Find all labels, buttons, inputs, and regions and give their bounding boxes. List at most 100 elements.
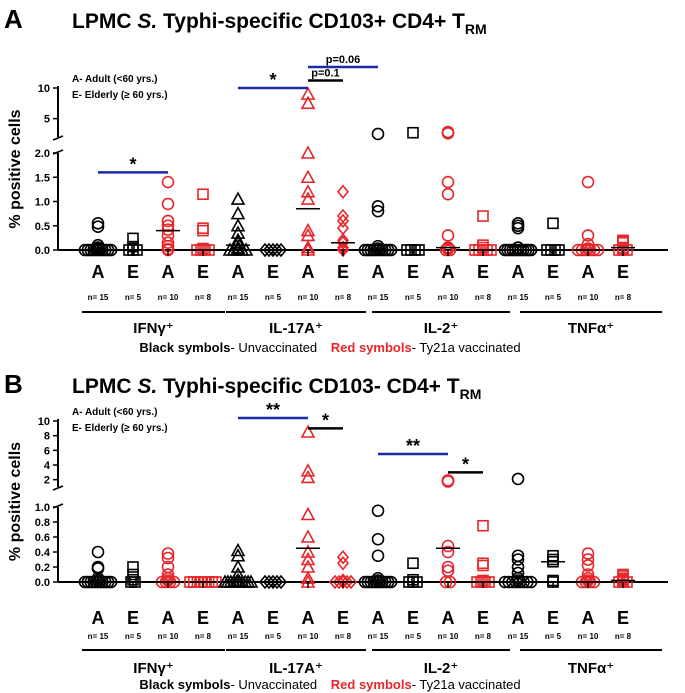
significance-label: * bbox=[462, 454, 469, 474]
data-point bbox=[300, 529, 316, 543]
group-label: A bbox=[442, 262, 455, 282]
n-label: n= 8 bbox=[475, 632, 492, 641]
data-point bbox=[441, 127, 455, 140]
significance-label: ** bbox=[406, 436, 420, 456]
data-point bbox=[230, 542, 246, 557]
n-label: n= 5 bbox=[265, 293, 282, 302]
group-label: E bbox=[477, 608, 489, 628]
y-axis-label: % positive cells bbox=[7, 109, 24, 228]
n-label: n= 8 bbox=[335, 293, 352, 302]
data-point bbox=[336, 556, 350, 571]
series-2-3 bbox=[471, 519, 495, 588]
data-point bbox=[270, 242, 284, 258]
n-label: n= 10 bbox=[158, 632, 179, 641]
data-point bbox=[443, 243, 457, 257]
n-label: n= 8 bbox=[615, 632, 632, 641]
data-point bbox=[581, 553, 595, 566]
data-point bbox=[441, 560, 455, 574]
data-point bbox=[262, 574, 276, 590]
data-point bbox=[621, 576, 633, 588]
data-point bbox=[274, 574, 288, 590]
data-point bbox=[300, 184, 316, 198]
data-point bbox=[371, 549, 385, 563]
significance-label: p=0.06 bbox=[326, 54, 361, 66]
group-label: A bbox=[372, 608, 385, 628]
group-label: A bbox=[442, 608, 455, 628]
y-tick-label: 5 bbox=[44, 114, 50, 126]
data-point bbox=[238, 242, 254, 256]
y-tick-label: 1.5 bbox=[35, 172, 50, 184]
data-point bbox=[371, 204, 385, 218]
data-point bbox=[371, 532, 385, 546]
data-point bbox=[197, 224, 209, 237]
data-point bbox=[441, 539, 455, 553]
data-point bbox=[300, 222, 316, 237]
data-point bbox=[344, 574, 358, 590]
data-point bbox=[336, 213, 350, 229]
n-label: n= 10 bbox=[298, 293, 319, 302]
group-label: E bbox=[547, 608, 559, 628]
data-point bbox=[547, 549, 559, 562]
group-label: A bbox=[582, 608, 595, 628]
data-point bbox=[477, 519, 489, 532]
n-label: n= 15 bbox=[88, 293, 109, 302]
data-point bbox=[127, 232, 139, 245]
n-label: n= 5 bbox=[125, 632, 142, 641]
data-point bbox=[336, 233, 350, 248]
group-label: E bbox=[617, 262, 629, 282]
n-label: n= 10 bbox=[438, 293, 459, 302]
series-3-2 bbox=[571, 175, 605, 257]
data-point bbox=[511, 472, 525, 486]
data-point bbox=[581, 229, 595, 242]
group-label: A bbox=[232, 608, 245, 628]
data-point bbox=[161, 223, 175, 236]
series-3-0 bbox=[498, 217, 538, 257]
n-label: n= 5 bbox=[545, 632, 562, 641]
data-point bbox=[127, 561, 139, 573]
series-0-0 bbox=[78, 545, 118, 589]
legend-black-desc: - Unvaccinated bbox=[230, 677, 320, 692]
cytokine-label: IFNγ⁺ bbox=[133, 660, 173, 677]
y-tick-label: 0.8 bbox=[35, 517, 50, 529]
n-label: n= 15 bbox=[88, 632, 109, 641]
legend-black-label: Black symbols bbox=[139, 340, 230, 355]
series-1-1 bbox=[258, 574, 288, 590]
legend-red-label: Red symbols bbox=[331, 677, 412, 692]
series-2-2 bbox=[436, 125, 460, 257]
data-point bbox=[300, 145, 316, 159]
data-point bbox=[340, 574, 354, 590]
significance-label: * bbox=[129, 154, 136, 174]
series-1-1 bbox=[258, 242, 288, 258]
y-tick-label: 0.5 bbox=[35, 221, 50, 233]
y-tick-label: 0.0 bbox=[35, 245, 50, 257]
data-point bbox=[336, 550, 350, 565]
significance-label: * bbox=[269, 70, 276, 90]
data-point bbox=[161, 175, 175, 189]
cytokine-label: IL-2⁺ bbox=[424, 660, 459, 677]
data-point bbox=[161, 551, 175, 565]
series-2-0 bbox=[358, 504, 398, 589]
group-label: E bbox=[197, 608, 209, 628]
data-point bbox=[300, 506, 316, 521]
data-point bbox=[300, 424, 316, 438]
axis-break-mark bbox=[52, 485, 64, 491]
title-middle: Typhi-specific CD103+ CD4+ T bbox=[157, 10, 465, 33]
group-label: A bbox=[372, 262, 385, 282]
data-point bbox=[441, 475, 455, 488]
legend-elderly: E- Elderly (≥ 60 yrs.) bbox=[72, 423, 168, 434]
data-point bbox=[300, 544, 316, 558]
data-point bbox=[439, 243, 453, 257]
group-label: A bbox=[92, 608, 105, 628]
data-point bbox=[336, 235, 350, 250]
series-0-0 bbox=[78, 217, 118, 257]
data-point bbox=[371, 200, 385, 213]
data-point bbox=[581, 547, 595, 560]
series-3-2 bbox=[575, 547, 601, 589]
y-tick-label: 8 bbox=[44, 431, 50, 443]
data-point bbox=[230, 559, 246, 573]
group-label: E bbox=[547, 262, 559, 282]
panel-a: A LPMC S. Typhi-specific CD103+ CD4+ TRM A… bbox=[4, 4, 668, 355]
series-1-3 bbox=[331, 184, 355, 258]
title-subscript: RM bbox=[465, 21, 487, 37]
